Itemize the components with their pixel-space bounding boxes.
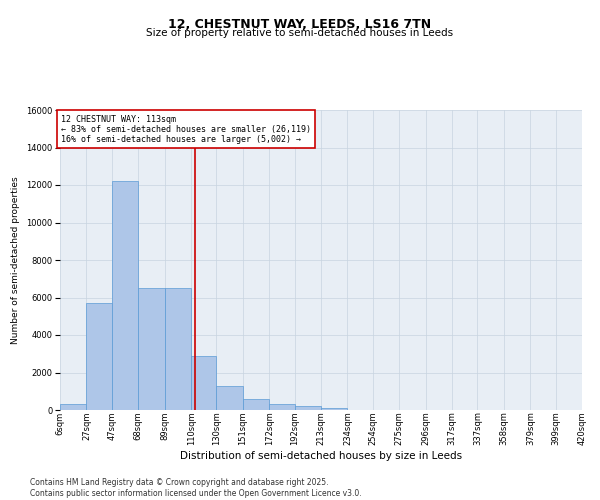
Bar [86, 303, 112, 410]
Bar [164, 288, 191, 410]
Bar [217, 386, 243, 410]
Bar [269, 404, 295, 410]
Bar [191, 356, 217, 410]
Text: Size of property relative to semi-detached houses in Leeds: Size of property relative to semi-detach… [146, 28, 454, 38]
Bar [295, 406, 321, 410]
Text: 12 CHESTNUT WAY: 113sqm
← 83% of semi-detached houses are smaller (26,119)
16% o: 12 CHESTNUT WAY: 113sqm ← 83% of semi-de… [61, 114, 311, 144]
Bar [138, 288, 164, 410]
Text: Contains HM Land Registry data © Crown copyright and database right 2025.
Contai: Contains HM Land Registry data © Crown c… [30, 478, 362, 498]
Bar [60, 404, 86, 410]
Bar [321, 408, 347, 410]
Text: 12, CHESTNUT WAY, LEEDS, LS16 7TN: 12, CHESTNUT WAY, LEEDS, LS16 7TN [169, 18, 431, 30]
X-axis label: Distribution of semi-detached houses by size in Leeds: Distribution of semi-detached houses by … [180, 451, 462, 461]
Y-axis label: Number of semi-detached properties: Number of semi-detached properties [11, 176, 20, 344]
Bar [243, 399, 269, 410]
Bar [112, 181, 138, 410]
